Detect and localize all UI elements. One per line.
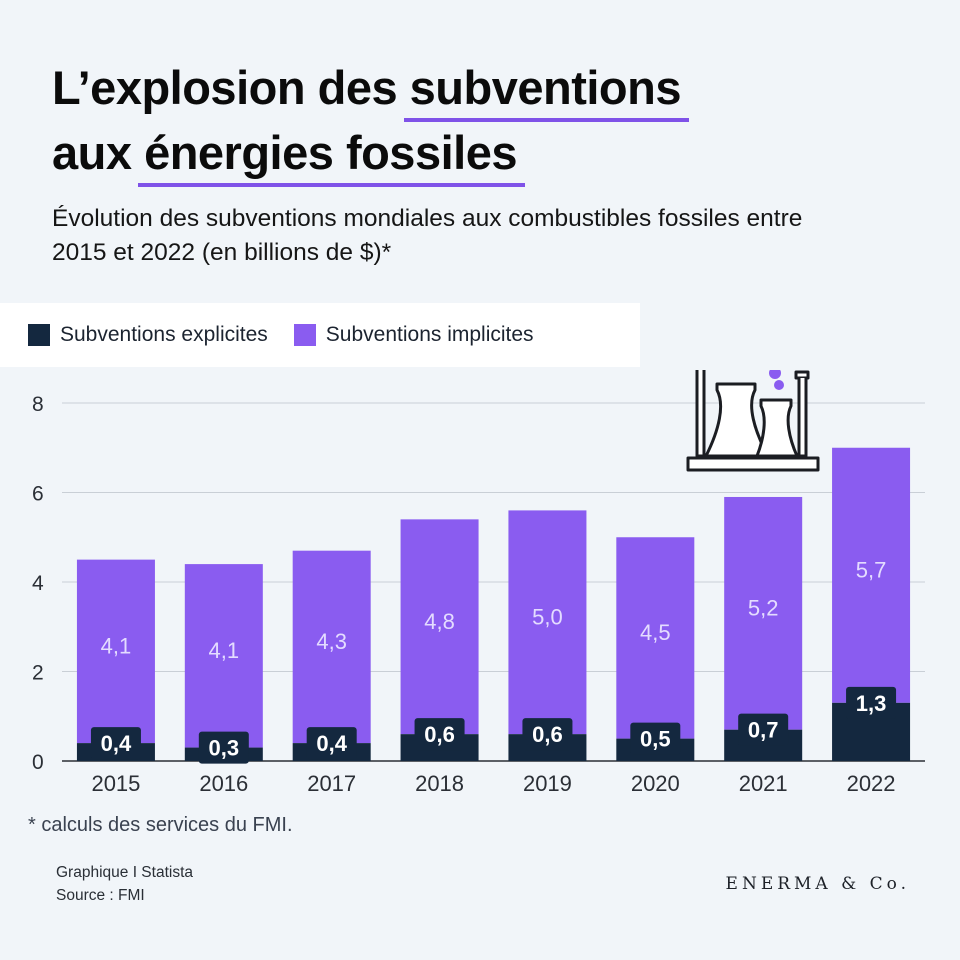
label-box-explicit-2017 <box>306 727 357 760</box>
legend-label-implicit: Subventions implicites <box>325 323 534 346</box>
bar-implicit-2017 <box>292 550 371 744</box>
data-label-implicit-2021: 5,2 <box>748 595 779 620</box>
legend-item-implicit: Subventions implicites <box>293 323 534 347</box>
legend-label-explicit: Subventions explicites <box>60 323 268 346</box>
x-tick-label-2022: 2022 <box>847 771 896 796</box>
y-tick-label-6: 6 <box>32 483 44 506</box>
legend-item-explicit: Subventions explicites <box>28 323 268 347</box>
x-tick-label-2017: 2017 <box>307 771 356 796</box>
axis-ticks: 0 2 4 6 8 2015 2016 2017 2018 2019 2020 2021 2022 <box>32 393 896 796</box>
x-tick-label-2021: 2021 <box>739 771 788 796</box>
label-box-explicit-2016 <box>198 731 249 764</box>
bar-implicit-2015 <box>76 559 155 744</box>
data-label-implicit-2020: 4,5 <box>640 620 671 645</box>
data-label-implicit-2017: 4,3 <box>316 629 347 654</box>
data-label-explicit-2022: 1,3 <box>856 691 887 716</box>
x-tick-label-2018: 2018 <box>415 771 464 796</box>
stacked-bar-chart: 0,4 4,1 0,3 4,1 0,4 4,3 0,6 4,8 0,6 5,0 0,5 4,5 0,7 5… <box>32 370 925 796</box>
data-label-explicit-2019: 0,6 <box>532 722 563 747</box>
chart-title-line-2: aux énergies fossiles <box>52 125 525 187</box>
data-label-implicit-2016: 4,1 <box>209 638 240 663</box>
data-label-implicit-2019: 5,0 <box>532 604 563 629</box>
title-highlight-1: subventions <box>403 61 690 122</box>
bar-implicit-2016 <box>184 564 263 748</box>
bar-implicit-2020 <box>616 537 695 739</box>
data-label-implicit-2015: 4,1 <box>101 633 132 658</box>
title-prefix-2: aux <box>52 126 132 179</box>
brand-logo: ENERMA & Co. <box>725 874 910 894</box>
bar-implicit-2021 <box>724 496 803 730</box>
x-tick-label-2020: 2020 <box>631 771 680 796</box>
data-label-explicit-2020: 0,5 <box>640 727 671 752</box>
data-label-implicit-2022: 5,7 <box>856 557 887 582</box>
y-tick-label-0: 0 <box>32 751 44 774</box>
footnote: * calculs des services du FMI. <box>28 814 293 836</box>
legend-swatch-implicit <box>293 324 316 346</box>
label-box-explicit-2021 <box>738 713 789 746</box>
credit-graphic: Graphique I Statista <box>56 864 193 881</box>
x-tick-label-2015: 2015 <box>91 771 140 796</box>
y-tick-label-4: 4 <box>32 572 44 595</box>
title-highlight-2: énergies fossiles <box>138 126 525 187</box>
y-tick-label-2: 2 <box>32 662 44 685</box>
chart-title-line-1: L’explosion des subventions <box>52 60 690 122</box>
credit-source: Source : FMI <box>56 887 145 904</box>
data-label-implicit-2018: 4,8 <box>424 609 455 634</box>
data-label-explicit-2016: 0,3 <box>209 736 240 761</box>
x-tick-label-2016: 2016 <box>199 771 248 796</box>
bar-implicit-2019 <box>508 510 587 735</box>
power-plant-cooling-towers-icon <box>686 370 820 472</box>
data-label-explicit-2018: 0,6 <box>424 722 455 747</box>
label-box-explicit-2020 <box>630 722 681 755</box>
label-box-explicit-2022 <box>846 686 897 719</box>
legend-swatch-explicit <box>28 324 50 346</box>
data-label-explicit-2021: 0,7 <box>748 718 779 743</box>
label-box-explicit-2015 <box>90 727 141 760</box>
bar-implicit-2022 <box>832 447 911 703</box>
label-box-explicit-2018 <box>414 718 465 751</box>
label-box-explicit-2019 <box>522 718 573 751</box>
data-label-explicit-2015: 0,4 <box>101 731 132 756</box>
data-labels: 0,4 4,1 0,3 4,1 0,4 4,3 0,6 4,8 0,6 5,0 0,5 4,5 0,7 5… <box>90 557 897 764</box>
chart-subtitle: Évolution des subventions mondiales aux … <box>52 205 803 266</box>
data-label-explicit-2017: 0,4 <box>316 731 347 756</box>
title-prefix-1: L’explosion des <box>52 61 398 114</box>
y-tick-label-8: 8 <box>32 393 44 416</box>
bars <box>76 447 911 761</box>
bar-implicit-2018 <box>400 519 479 735</box>
legend: Subventions explicites Subventions impli… <box>0 303 640 367</box>
x-tick-label-2019: 2019 <box>523 771 572 796</box>
